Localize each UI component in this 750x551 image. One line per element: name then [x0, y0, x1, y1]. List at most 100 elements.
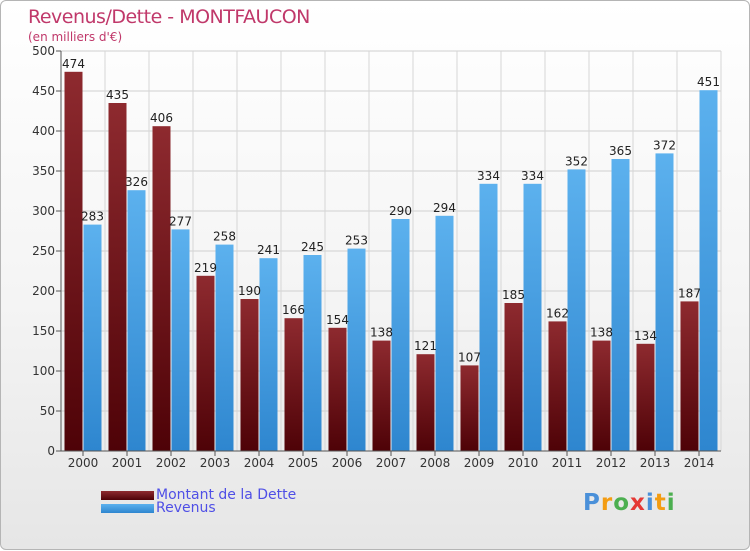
bar-dette: [460, 365, 479, 451]
data-label: 334: [477, 169, 500, 183]
data-label: 138: [370, 326, 393, 340]
bar-dette: [592, 340, 611, 451]
data-label: 219: [194, 261, 217, 275]
legend-label-dette: Montant de la Dette: [156, 487, 297, 503]
data-label: 283: [81, 210, 104, 224]
bar-dette: [504, 303, 523, 451]
data-label: 162: [546, 306, 569, 320]
data-label: 154: [326, 313, 349, 327]
data-label: 406: [150, 111, 173, 125]
data-label: 185: [502, 288, 525, 302]
bar-revenus: [611, 159, 630, 451]
x-tick-label: 2014: [684, 456, 715, 470]
data-label: 187: [678, 286, 701, 300]
data-label: 372: [653, 138, 676, 152]
y-tick-label: 0: [47, 444, 55, 458]
bar-dette: [64, 71, 83, 452]
bar-revenus: [303, 255, 322, 451]
bar-dette: [328, 327, 347, 451]
logo-letter: i: [645, 490, 655, 516]
bar-dette: [548, 321, 567, 451]
bar-revenus: [523, 183, 542, 452]
chart-title: Revenus/Dette - MONTFAUCON: [28, 6, 310, 28]
bar-revenus: [435, 215, 454, 451]
data-label: 253: [345, 234, 368, 248]
x-tick-label: 2011: [552, 456, 583, 470]
x-tick-label: 2002: [156, 456, 187, 470]
x-tick-label: 2010: [508, 456, 539, 470]
bar-revenus: [655, 153, 674, 451]
x-tick-label: 2004: [244, 456, 275, 470]
bar-dette: [108, 103, 127, 451]
legend-swatch-dette: [101, 491, 154, 500]
bar-dette: [196, 275, 215, 451]
y-tick-label: 300: [32, 204, 55, 218]
data-label: 277: [169, 214, 192, 228]
data-label: 245: [301, 240, 324, 254]
bar-dette: [152, 126, 171, 451]
data-label: 352: [565, 154, 588, 168]
y-tick-label: 400: [32, 124, 55, 138]
logo-letter: t: [654, 490, 667, 516]
x-tick-label: 2012: [596, 456, 627, 470]
logo-letter: o: [613, 490, 631, 516]
logo-letter: r: [600, 490, 614, 516]
data-label: 138: [590, 326, 613, 340]
x-tick-label: 2000: [68, 456, 99, 470]
x-tick-label: 2001: [112, 456, 143, 470]
logo-letter: i: [666, 490, 676, 516]
logo-letter: x: [630, 490, 646, 516]
bar-dette: [680, 301, 699, 451]
y-tick-label: 200: [32, 284, 55, 298]
x-tick-label: 2007: [376, 456, 407, 470]
x-tick-label: 2005: [288, 456, 319, 470]
legend-item-revenus: Revenus: [101, 500, 401, 517]
bar-revenus: [699, 90, 718, 451]
bar-revenus: [347, 248, 366, 451]
x-tick-label: 2009: [464, 456, 495, 470]
data-label: 474: [62, 57, 85, 71]
x-tick-label: 2013: [640, 456, 671, 470]
bar-revenus: [567, 169, 586, 451]
y-tick-label: 250: [32, 244, 55, 258]
y-tick-label: 150: [32, 324, 55, 338]
data-label: 290: [389, 204, 412, 218]
bar-revenus: [83, 224, 102, 451]
data-label: 334: [521, 169, 544, 183]
bar-dette: [636, 343, 655, 451]
bar-dette: [284, 318, 303, 451]
data-label: 258: [213, 230, 236, 244]
legend-item-dette: Montant de la Dette: [101, 487, 401, 504]
y-tick-label: 500: [32, 44, 55, 58]
x-tick-label: 2003: [200, 456, 231, 470]
proxiti-logo: Proxiti: [583, 490, 676, 516]
data-label: 451: [697, 75, 720, 89]
bar-revenus: [171, 229, 190, 451]
bar-revenus: [127, 190, 146, 451]
data-label: 326: [125, 175, 148, 189]
data-label: 435: [106, 88, 129, 102]
data-label: 121: [414, 339, 437, 353]
bar-revenus: [391, 219, 410, 451]
y-tick-label: 350: [32, 164, 55, 178]
y-tick-label: 450: [32, 84, 55, 98]
data-label: 190: [238, 284, 261, 298]
data-label: 365: [609, 144, 632, 158]
y-tick-label: 100: [32, 364, 55, 378]
data-label: 107: [458, 350, 481, 364]
bar-revenus: [215, 244, 234, 451]
logo-letter: P: [583, 490, 601, 516]
data-label: 134: [634, 329, 657, 343]
bar-dette: [240, 299, 259, 451]
bar-revenus: [479, 183, 498, 452]
data-label: 294: [433, 201, 456, 215]
y-tick-label: 50: [40, 404, 55, 418]
legend-label-revenus: Revenus: [156, 500, 216, 516]
legend-swatch-revenus: [101, 504, 154, 513]
data-label: 241: [257, 243, 280, 257]
bar-revenus: [259, 258, 278, 451]
bar-dette: [416, 354, 435, 451]
data-label: 166: [282, 303, 305, 317]
